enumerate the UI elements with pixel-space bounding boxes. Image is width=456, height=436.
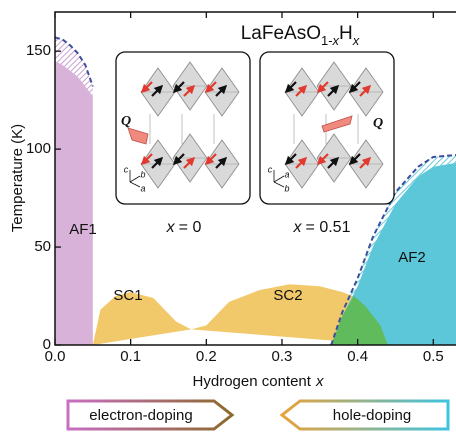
- y-tick-label: 50: [34, 238, 51, 255]
- crystal-inset: Qc ab: [260, 52, 394, 204]
- x-tick-label: 0.4: [347, 348, 368, 365]
- x-tick-label: 0.5: [423, 348, 444, 365]
- axis-letter: c: [124, 164, 129, 174]
- page: {"chart_data": { "type": "phase-diagram"…: [0, 0, 456, 436]
- y-axis-label: Temperature (K): [9, 124, 26, 232]
- crystal-inset: Qc ba: [116, 52, 250, 204]
- axis-letter: a: [140, 183, 145, 193]
- axis-letter: b: [140, 169, 145, 179]
- region-label: AF1: [69, 221, 97, 238]
- doping-label: electron-doping: [89, 407, 192, 424]
- inset-var: x: [166, 219, 176, 236]
- inset-value: = 0: [179, 219, 202, 236]
- chart-title: LaFeAsO1-xHx: [241, 23, 360, 48]
- axis-letter: c: [268, 164, 273, 174]
- x-tick-label: 0.1: [120, 348, 141, 365]
- x-tick-label: 0.3: [272, 348, 293, 365]
- title-part: x: [352, 33, 360, 48]
- x-label-text: Hydrogen content: [193, 373, 312, 390]
- axis-letter: b: [284, 183, 289, 193]
- region-label: AF2: [398, 249, 426, 266]
- doping-label: hole-doping: [333, 407, 411, 424]
- region-label: SC2: [273, 287, 302, 304]
- q-label: Q: [373, 116, 383, 131]
- title-part: H: [339, 23, 353, 44]
- figure: SC1SC2AF1AF20.00.10.20.30.40.5050100150H…: [0, 0, 456, 436]
- inset-label: x= 0: [166, 219, 202, 236]
- phase-region: [55, 61, 93, 345]
- title-part: 1-: [321, 33, 333, 48]
- x-label-var: x: [315, 373, 324, 390]
- inset-value: = 0.51: [306, 219, 351, 236]
- inset-label: x= 0.51: [293, 219, 351, 236]
- inset-var: x: [293, 219, 303, 236]
- region-label: SC1: [113, 287, 142, 304]
- x-tick-label: 0.2: [196, 348, 217, 365]
- y-tick-label: 0: [43, 336, 51, 353]
- title-part: LaFeAsO: [241, 23, 321, 44]
- q-label: Q: [121, 114, 131, 129]
- axis-letter: a: [284, 169, 289, 179]
- y-tick-label: 150: [26, 42, 51, 59]
- y-tick-label: 100: [26, 140, 51, 157]
